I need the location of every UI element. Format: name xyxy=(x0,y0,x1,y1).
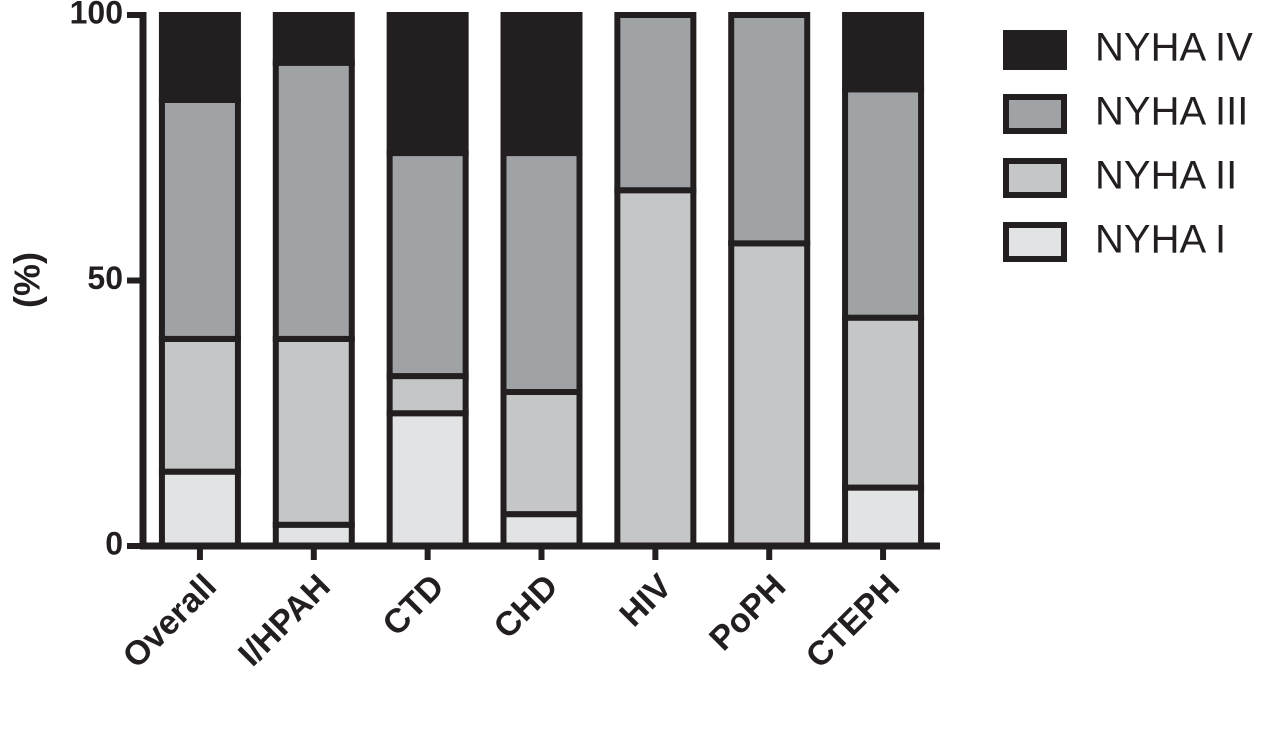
bar-segment xyxy=(386,150,469,380)
y-axis-label: (%) xyxy=(7,252,48,308)
bar-segment xyxy=(500,511,583,550)
x-tick-label: Overall xyxy=(116,567,224,675)
bar-segment xyxy=(386,373,469,417)
bar-segment xyxy=(728,12,811,247)
legend-swatch xyxy=(1003,158,1067,198)
x-tick-label: I/HPAH xyxy=(231,567,338,674)
bar-segment xyxy=(386,12,469,157)
bar-segment xyxy=(614,12,697,194)
legend-label: NYHA II xyxy=(1095,154,1237,198)
bar-segment xyxy=(158,12,241,103)
bar-segment xyxy=(500,389,583,518)
bar-segment xyxy=(614,187,697,549)
legend-swatch xyxy=(1003,94,1067,134)
bar-segment xyxy=(842,12,925,93)
bar-segment xyxy=(272,59,355,342)
bar-segment xyxy=(158,335,241,475)
bar-segment xyxy=(500,12,583,157)
y-tick-label: 50 xyxy=(87,260,123,296)
y-tick-label: 0 xyxy=(105,525,123,561)
x-tick-label: HIV xyxy=(612,567,679,634)
bar-segment xyxy=(500,150,583,396)
bar-segment xyxy=(386,410,469,549)
legend-label: NYHA III xyxy=(1095,90,1248,134)
x-tick-label: PoPH xyxy=(702,567,793,658)
bar-segment xyxy=(158,468,241,549)
y-tick-label: 100 xyxy=(70,0,123,30)
x-tick-label: CTD xyxy=(375,567,451,643)
legend-swatch xyxy=(1003,222,1067,262)
bar-segment xyxy=(158,96,241,342)
bar-segment xyxy=(842,484,925,549)
x-tick-label: CTEPH xyxy=(799,567,907,675)
bar-segment xyxy=(842,86,925,321)
bar-segment xyxy=(272,335,355,528)
legend-label: NYHA I xyxy=(1095,218,1226,262)
bar-segment xyxy=(272,12,355,66)
x-tick-label: CHD xyxy=(487,567,566,646)
bar-segment xyxy=(728,240,811,550)
bar-segment xyxy=(842,314,925,491)
legend-swatch xyxy=(1003,30,1067,70)
legend-label: NYHA IV xyxy=(1095,26,1253,70)
